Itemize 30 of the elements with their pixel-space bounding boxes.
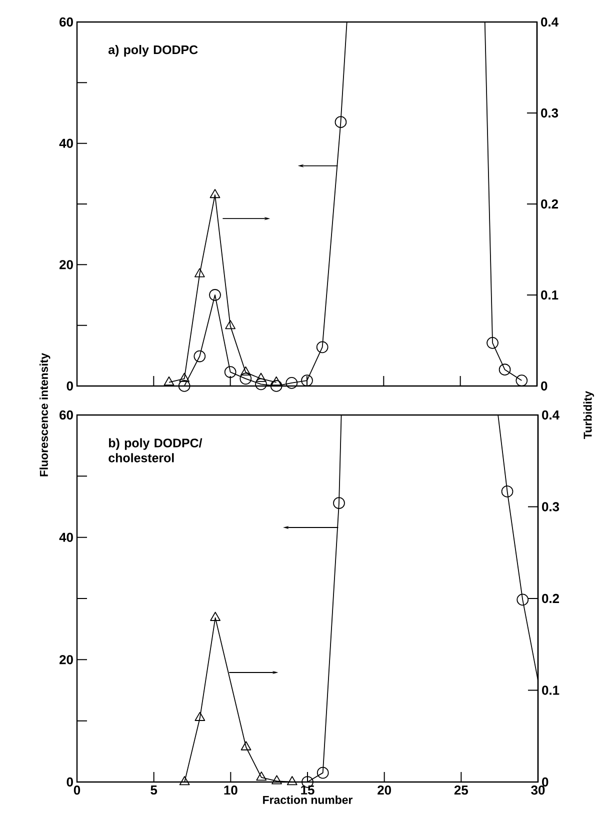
y-tick-label: 40	[59, 138, 73, 148]
x-tick-label: 0	[74, 786, 80, 795]
x-tick-label: 15	[301, 786, 314, 795]
y2-tick-label: 0.1	[542, 686, 560, 695]
y-tick-label: 60	[60, 410, 73, 420]
text: a) poly DODPC	[108, 45, 198, 57]
y2-tick-label: 0.4	[542, 410, 560, 420]
text: b) poly DODPC/ cholesterol	[108, 438, 202, 462]
y2-tick-label: 0.2	[542, 594, 560, 604]
y2-axis-title: Turbidity	[583, 390, 594, 439]
x-tick-label: 30	[531, 786, 545, 795]
y-tick-label: 0	[66, 777, 73, 787]
y-tick-label: 60	[60, 17, 73, 27]
y2-tick-label: 0	[542, 777, 548, 787]
y2-tick-label: 0.2	[541, 199, 558, 209]
y2-tick-label: 0.3	[542, 502, 560, 512]
y-tick-label: 40	[59, 532, 73, 542]
x-tick-label: 25	[454, 786, 468, 795]
x-tick-label: 5	[150, 786, 158, 795]
y2-tick-label: 0.4	[541, 17, 558, 27]
x-axis-title: Fraction number	[263, 796, 353, 804]
y-tick-label: 0	[66, 381, 73, 391]
y2-tick-label: 0	[541, 381, 548, 391]
y2-tick-label: 0.1	[541, 290, 558, 300]
y-tick-label: 20	[60, 655, 73, 664]
y-tick-label: 20	[60, 260, 73, 270]
x-tick-label: 20	[378, 786, 391, 795]
x-tick-label: 10	[224, 786, 238, 795]
y-axis-title: Fluorescence intensity	[40, 352, 50, 476]
y2-tick-label: 0.3	[541, 108, 558, 118]
